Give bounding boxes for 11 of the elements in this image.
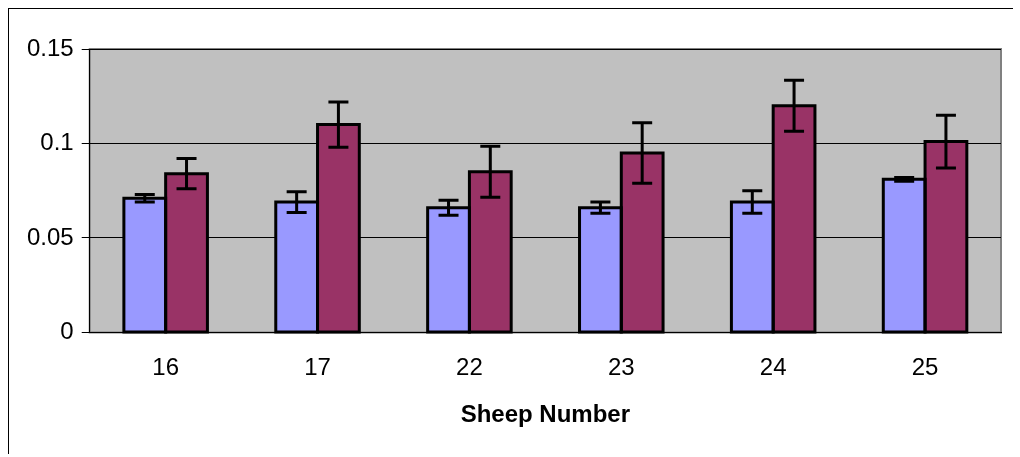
x-tick-label: 25	[911, 353, 939, 381]
x-axis-title: Sheep Number	[460, 400, 631, 428]
y-tick-label: 0	[60, 317, 74, 345]
x-tick-label: 17	[304, 353, 331, 381]
y-tick-label: 0.15	[26, 33, 74, 61]
y-tick-label: 0.05	[26, 222, 74, 250]
x-tick-label: 24	[759, 353, 787, 381]
x-tick-label: 16	[152, 353, 179, 381]
x-tick-label: 22	[456, 353, 483, 381]
x-tick-label: 23	[607, 353, 635, 381]
y-tick-label: 0.1	[40, 128, 74, 156]
